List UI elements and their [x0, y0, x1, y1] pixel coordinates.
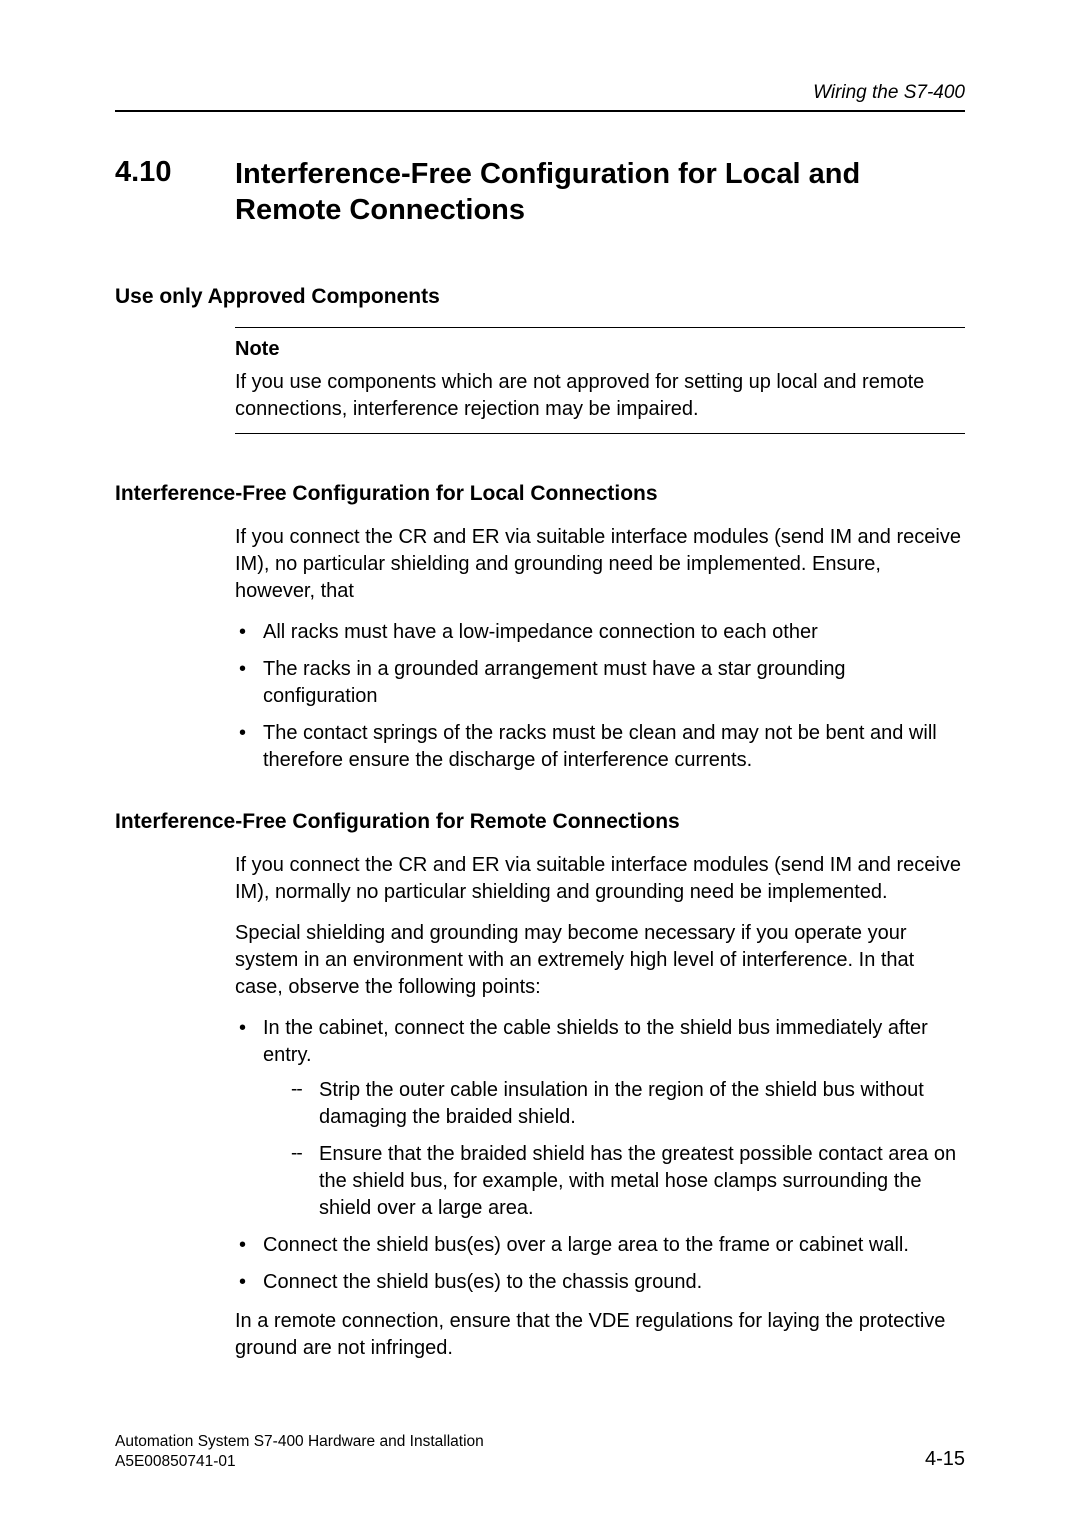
remote-p1: If you connect the CR and ER via suitabl…: [235, 852, 965, 906]
list-item: Connect the shield bus(es) over a large …: [235, 1232, 965, 1259]
approved-heading: Use only Approved Components: [115, 285, 965, 309]
list-item: The racks in a grounded arrangement must…: [235, 656, 965, 710]
remote-heading: Interference-Free Configuration for Remo…: [115, 810, 965, 834]
remote-p2: Special shielding and grounding may beco…: [235, 920, 965, 1001]
note-block: Note If you use components which are not…: [235, 327, 965, 434]
footer-line2: A5E00850741-01: [115, 1452, 484, 1471]
remote-bullets: In the cabinet, connect the cable shield…: [235, 1015, 965, 1296]
header-rule: [115, 110, 965, 112]
note-label: Note: [235, 338, 965, 361]
section-title: Interference-Free Configuration for Loca…: [235, 156, 965, 229]
note-rule-bottom: [235, 433, 965, 434]
approved-section: Use only Approved Components Note If you…: [115, 285, 965, 434]
remote-body: If you connect the CR and ER via suitabl…: [235, 852, 965, 1362]
list-item: Connect the shield bus(es) to the chassi…: [235, 1269, 965, 1296]
section-heading: 4.10 Interference-Free Configuration for…: [115, 156, 965, 229]
remote-closing: In a remote connection, ensure that the …: [235, 1308, 965, 1362]
list-item: In the cabinet, connect the cable shield…: [235, 1015, 965, 1222]
list-item: All racks must have a low-impedance conn…: [235, 619, 965, 646]
sub-list: Strip the outer cable insulation in the …: [291, 1077, 965, 1222]
note-body: If you use components which are not appr…: [235, 369, 965, 423]
list-item: The contact springs of the racks must be…: [235, 720, 965, 774]
section-number: 4.10: [115, 156, 235, 189]
list-item: Ensure that the braided shield has the g…: [291, 1141, 965, 1222]
local-intro: If you connect the CR and ER via suitabl…: [235, 524, 965, 605]
remote-section: Interference-Free Configuration for Remo…: [115, 810, 965, 1362]
list-item: Strip the outer cable insulation in the …: [291, 1077, 965, 1131]
footer-line1: Automation System S7-400 Hardware and In…: [115, 1432, 484, 1451]
local-bullets: All racks must have a low-impedance conn…: [235, 619, 965, 774]
note-rule-top: [235, 327, 965, 328]
running-header: Wiring the S7-400: [115, 82, 965, 104]
footer-page-number: 4-15: [925, 1448, 965, 1471]
bullet-text: In the cabinet, connect the cable shield…: [263, 1017, 928, 1066]
local-body: If you connect the CR and ER via suitabl…: [235, 524, 965, 774]
page: Wiring the S7-400 4.10 Interference-Free…: [0, 0, 1080, 1527]
local-heading: Interference-Free Configuration for Loca…: [115, 482, 965, 506]
page-footer: Automation System S7-400 Hardware and In…: [115, 1432, 965, 1471]
footer-left: Automation System S7-400 Hardware and In…: [115, 1432, 484, 1471]
local-section: Interference-Free Configuration for Loca…: [115, 482, 965, 774]
